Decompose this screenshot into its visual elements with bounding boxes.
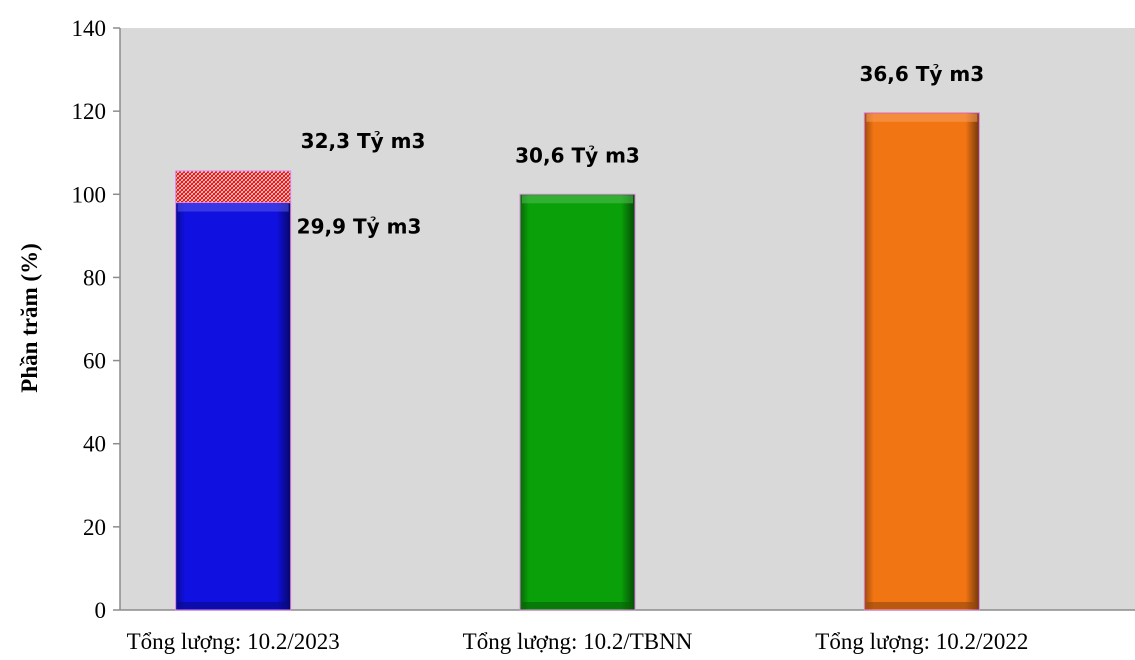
bar-3 [863, 112, 980, 611]
y-ticks: 0 20 40 60 80 100 120 140 [72, 16, 120, 623]
data-labels: 32,3 Tỷ m3 29,9 Tỷ m3 30,6 Tỷ m3 36,6 Tỷ m3 [297, 62, 985, 239]
bar-2 [519, 193, 636, 611]
y-tick-label: 20 [83, 515, 106, 540]
y-tick-label: 40 [83, 432, 106, 457]
bar-shadow [177, 602, 289, 609]
y-tick-label: 80 [83, 265, 106, 290]
category-labels: Tổng lượng: 10.2/2023 Tổng lượng: 10.2/TB… [127, 629, 1029, 654]
category-label: Tổng lượng: 10.2/TBNN [463, 629, 693, 654]
category-label: Tổng lượng: 10.2/2022 [815, 629, 1028, 654]
bars [175, 112, 980, 611]
bar-highlight [177, 203, 289, 212]
bar-1 [175, 202, 292, 611]
bar-highlight [522, 195, 633, 204]
y-tick-label: 60 [83, 349, 106, 374]
y-axis-title: Phần trăm (%) [17, 243, 42, 392]
y-tick-label: 0 [95, 598, 107, 623]
bar-1-stacked-segment [175, 170, 292, 204]
y-tick-label: 100 [72, 182, 107, 207]
stacked-data-label: 32,3 Tỷ m3 [301, 129, 426, 153]
bar-data-label: 36,6 Tỷ m3 [859, 62, 984, 86]
y-tick-label: 140 [72, 16, 107, 41]
y-tick-label: 120 [72, 99, 107, 124]
bar-data-label: 30,6 Tỷ m3 [515, 143, 640, 167]
bar-shadow [866, 602, 978, 609]
bar-highlight [866, 113, 978, 122]
category-label: Tổng lượng: 10.2/2023 [127, 629, 340, 654]
bar-data-label: 29,9 Tỷ m3 [297, 215, 422, 239]
bar-shadow [522, 602, 633, 609]
